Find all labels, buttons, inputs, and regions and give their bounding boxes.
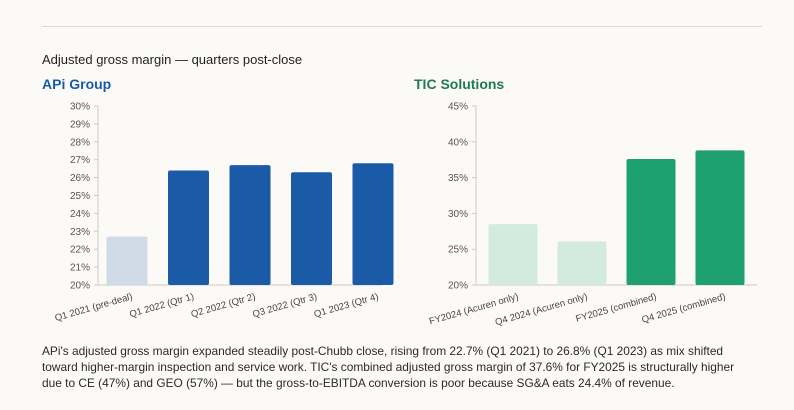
api-y-tick-label: 25% <box>70 191 90 202</box>
tic-y-tick-label: 35% <box>448 173 468 184</box>
tic-y-tick-label: 20% <box>448 281 468 292</box>
api-category-label: Q1 2022 (Qtr 1) <box>128 291 195 320</box>
api-category-label: Q2 2022 (Qtr 2) <box>190 291 257 320</box>
tic-y-tick-label: 45% <box>448 102 468 113</box>
api-category-label: Q3 2022 (Qtr 3) <box>251 291 318 320</box>
api-y-tick-label: 28% <box>70 137 90 148</box>
api-y-tick-label: 27% <box>70 155 90 166</box>
chart-caption: APi's adjusted gross margin expanded ste… <box>42 344 735 390</box>
tic-bar <box>557 241 607 285</box>
api-bar <box>291 172 332 285</box>
api-bar <box>229 165 271 285</box>
api-chart-title: APi Group <box>42 76 112 92</box>
api-category-label: Q1 2021 (pre-deal) <box>54 291 134 324</box>
tic-y-tick-label: 30% <box>448 209 468 220</box>
tic-bar <box>626 158 676 285</box>
api-category-label: Q1 2023 (Qtr 4) <box>313 291 380 320</box>
api-y-tick-label: 30% <box>70 102 90 113</box>
tic-y-tick-label: 40% <box>448 137 468 148</box>
tic-chart-title: TIC Solutions <box>414 76 505 92</box>
section-title: Adjusted gross margin — quarters post-cl… <box>42 52 303 67</box>
tic-bar <box>695 150 745 285</box>
api-y-tick-label: 20% <box>70 281 90 292</box>
api-bar <box>106 236 148 285</box>
tic-bar <box>488 224 538 285</box>
api-y-tick-label: 24% <box>70 209 90 220</box>
api-bar <box>352 163 394 285</box>
top-divider <box>42 26 762 27</box>
api-y-tick-label: 26% <box>70 173 90 184</box>
tic-y-tick-label: 25% <box>448 245 468 256</box>
api-y-tick-label: 21% <box>70 263 90 274</box>
api-y-tick-label: 23% <box>70 227 90 238</box>
api-bar <box>168 170 209 285</box>
api-y-tick-label: 29% <box>70 119 90 130</box>
api-y-tick-label: 22% <box>70 245 90 256</box>
